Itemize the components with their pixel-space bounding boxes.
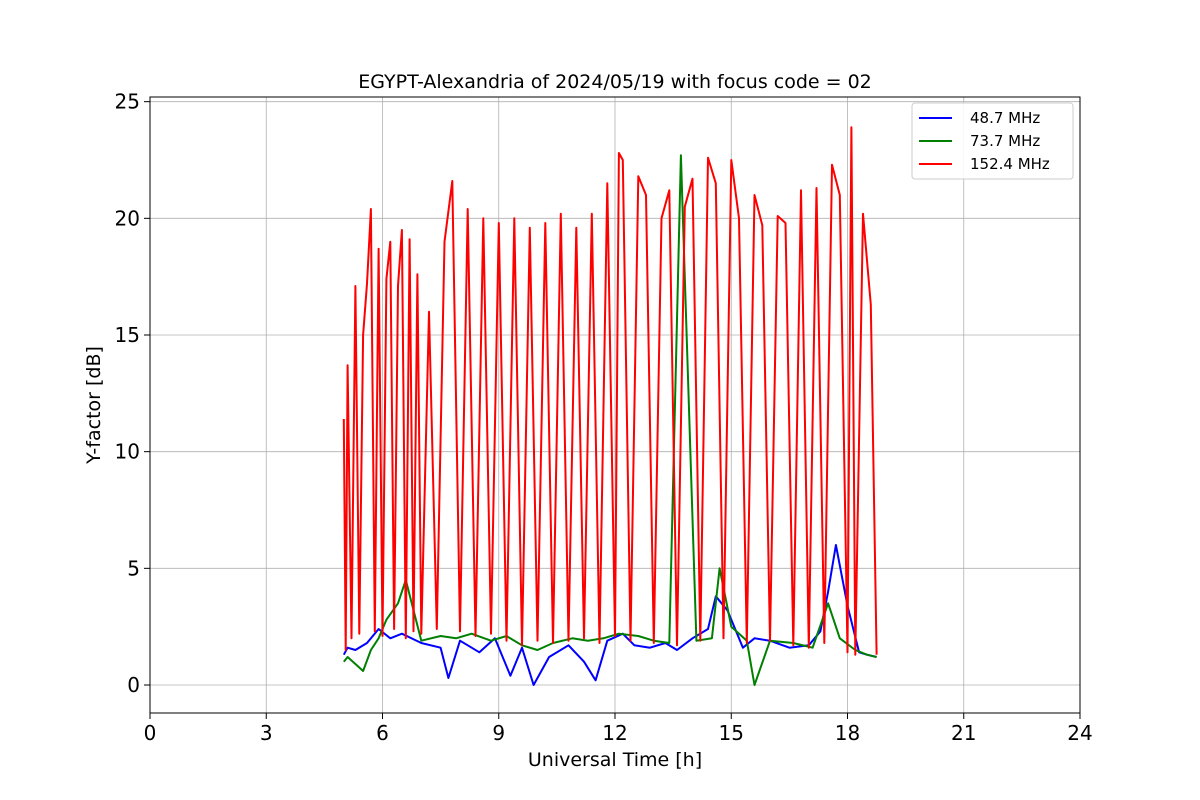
- series-line-2: [342, 126, 878, 656]
- y-axis: 0 5 10 15 20 25: [115, 90, 150, 697]
- x-tick-label: 15: [719, 721, 744, 745]
- plot-area: [342, 126, 878, 686]
- series-layer: [342, 126, 878, 686]
- series-line-0: [342, 544, 877, 686]
- y-tick-label: 10: [115, 440, 140, 464]
- legend-label-0: 48.7 MHz: [970, 109, 1040, 127]
- y-tick-label: 5: [127, 556, 140, 580]
- chart-title: EGYPT-Alexandria of 2024/05/19 with focu…: [358, 71, 872, 93]
- y-tick-label: 15: [115, 323, 140, 347]
- x-tick-label: 3: [260, 721, 273, 745]
- legend-label-2: 152.4 MHz: [970, 155, 1050, 173]
- x-tick-label: 0: [144, 721, 157, 745]
- series-line-1: [343, 154, 877, 686]
- legend-label-1: 73.7 MHz: [970, 132, 1040, 150]
- legend-box: [911, 102, 1074, 180]
- x-axis: 0 3 6 9 12 15 18 21 24: [144, 713, 1093, 745]
- x-tick-label: 18: [835, 721, 860, 745]
- legend: 48.7 MHz 73.7 MHz 152.4 MHz: [911, 102, 1074, 180]
- x-tick-label: 9: [492, 721, 505, 745]
- x-tick-label: 21: [951, 721, 976, 745]
- x-tick-label: 12: [602, 721, 627, 745]
- x-tick-label: 6: [376, 721, 389, 745]
- x-tick-label: 24: [1067, 721, 1092, 745]
- y-tick-label: 25: [115, 90, 140, 114]
- y-tick-label: 0: [127, 673, 140, 697]
- y-tick-label: 20: [115, 206, 140, 230]
- x-axis-label: Universal Time [h]: [528, 749, 702, 771]
- y-axis-label: Y-factor [dB]: [83, 346, 105, 465]
